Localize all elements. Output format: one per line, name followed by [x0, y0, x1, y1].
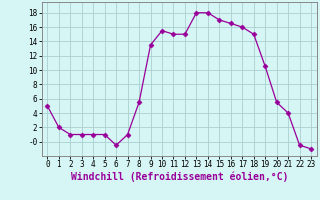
- X-axis label: Windchill (Refroidissement éolien,°C): Windchill (Refroidissement éolien,°C): [70, 172, 288, 182]
